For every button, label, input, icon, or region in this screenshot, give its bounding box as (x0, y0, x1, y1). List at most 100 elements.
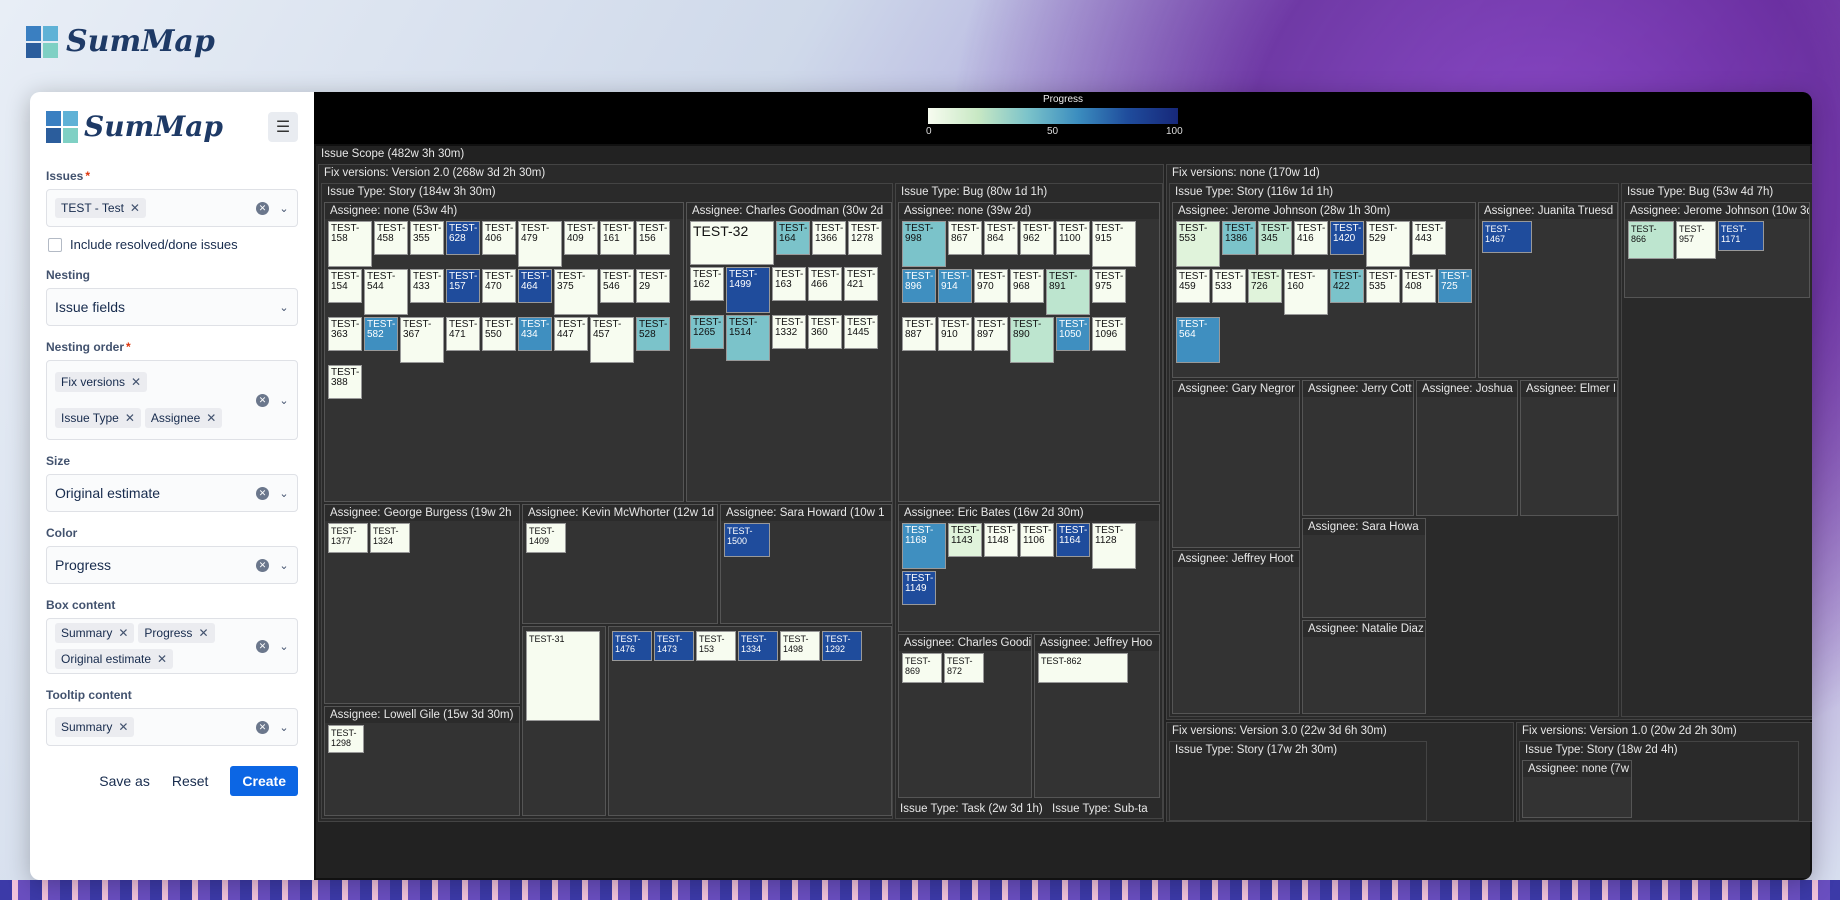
issue-box[interactable]: TEST-162 (690, 267, 724, 301)
issue-box[interactable]: TEST-544 (364, 269, 408, 315)
issue-box[interactable]: TEST-970 (974, 269, 1008, 303)
issue-box[interactable]: TEST-564 (1176, 317, 1220, 363)
issue-box[interactable]: TEST-628 (446, 221, 480, 255)
remove-chip-icon[interactable]: ✕ (157, 652, 168, 666)
issue-box[interactable]: TEST-375 (554, 269, 598, 315)
nesting-order-select[interactable]: Fix versions ✕ Issue Type ✕ Assignee ✕ ✕ ⌄ (46, 360, 298, 440)
assignee-jeffrey[interactable]: Assignee: Jeffrey Hoot (1172, 550, 1300, 714)
issue-box[interactable]: TEST-1500 (724, 523, 770, 557)
assignee-misc[interactable]: TEST-1476 TEST-1473 TEST-153 TEST-1334 T… (608, 626, 892, 816)
remove-chip-icon[interactable]: ✕ (131, 375, 142, 389)
issue-box[interactable]: TEST-1096 (1092, 317, 1126, 351)
nesting-select[interactable]: Issue fields ⌄ (46, 288, 298, 326)
issue-box[interactable]: TEST-1366 (812, 221, 846, 255)
assignee-sara[interactable]: Assignee: Sara Howard (10w 1 TEST-1500 (720, 504, 892, 624)
assignee-lowell[interactable]: Assignee: Lowell Gile (15w 3d 30m) TEST-… (324, 706, 520, 816)
issue-box[interactable]: TEST-890 (1010, 317, 1054, 363)
issue-box[interactable]: TEST-29 (636, 269, 670, 303)
issue-box[interactable]: TEST-156 (636, 221, 670, 255)
issue-box[interactable]: TEST-897 (974, 317, 1008, 351)
include-resolved-checkbox[interactable] (48, 237, 62, 252)
issue-box[interactable]: TEST-408 (1402, 269, 1436, 303)
remove-chip-icon[interactable]: ✕ (198, 626, 209, 640)
box-content-select[interactable]: Summary ✕ Progress ✕ Original estimate ✕ ✕ … (46, 618, 298, 674)
issue-box[interactable]: TEST-443 (1412, 221, 1446, 255)
issue-box[interactable]: TEST-458 (374, 221, 408, 255)
issue-box[interactable]: TEST-1386 (1222, 221, 1256, 255)
issue-box[interactable]: TEST-1377 (328, 523, 368, 553)
issue-box[interactable]: TEST-1100 (1056, 221, 1090, 255)
issue-box[interactable]: TEST-968 (1010, 269, 1044, 303)
issues-select[interactable]: TEST - Test ✕ ✕ ⌄ (46, 189, 298, 227)
issue-box[interactable]: TEST-1332 (772, 315, 806, 349)
issue-box[interactable]: TEST-962 (1020, 221, 1054, 255)
issue-box[interactable]: TEST-915 (1092, 221, 1136, 267)
issue-box[interactable]: TEST-470 (482, 269, 516, 303)
issue-box[interactable]: TEST-891 (1046, 269, 1090, 315)
issue-box[interactable]: TEST-1409 (526, 523, 566, 553)
remove-chip-icon[interactable]: ✕ (124, 411, 135, 425)
issue-box[interactable]: TEST-1292 (822, 631, 862, 661)
issue-box[interactable]: TEST-726 (1248, 269, 1282, 303)
story-none[interactable]: Issue Type: Story (116w 1d 1h) Assignee:… (1169, 183, 1619, 717)
issue-box[interactable]: TEST-433 (410, 269, 444, 303)
issue-box[interactable]: TEST-910 (938, 317, 972, 351)
issue-box[interactable]: TEST-957 (1676, 221, 1716, 259)
assignee-george[interactable]: Assignee: George Burgess (19w 2h TEST-13… (324, 504, 520, 704)
chevron-down-icon[interactable]: ⌄ (279, 487, 289, 500)
issue-box[interactable]: TEST-550 (482, 317, 516, 351)
assignee-charles[interactable]: Assignee: Charles Goodman (30w 2d TEST-3… (686, 202, 892, 502)
story-v3[interactable]: Issue Type: Story (17w 2h 30m) (1169, 741, 1427, 821)
assignee-leo[interactable]: TEST-31 (522, 626, 606, 816)
issue-box[interactable]: TEST-1148 (984, 523, 1018, 557)
issue-box[interactable]: TEST-1334 (738, 631, 778, 661)
issue-box[interactable]: TEST-363 (328, 317, 362, 351)
fix-version-3[interactable]: Fix versions: Version 3.0 (22w 3d 6h 30m… (1166, 722, 1514, 822)
assignee-jerome-bug[interactable]: Assignee: Jerome Johnson (10w 3d TEST-86… (1624, 202, 1810, 298)
issue-scope[interactable]: Issue Scope (482w 3h 30m) Fix versions: … (316, 146, 1812, 878)
issue-box[interactable]: TEST-546 (600, 269, 634, 303)
chevron-down-icon[interactable]: ⌄ (279, 202, 289, 215)
chevron-down-icon[interactable]: ⌄ (279, 640, 289, 653)
remove-chip-icon[interactable]: ✕ (129, 201, 140, 215)
issue-box[interactable]: TEST-406 (482, 221, 516, 255)
reset-button[interactable]: Reset (171, 773, 209, 789)
issue-box[interactable]: TEST-154 (328, 269, 362, 303)
issue-box[interactable]: TEST-466 (808, 267, 842, 301)
assignee-jeffrey-bug[interactable]: Assignee: Jeffrey Hoo TEST-862 (1034, 634, 1160, 798)
issue-box[interactable]: TEST-457 (590, 317, 634, 363)
story-v1[interactable]: Issue Type: Story (18w 2d 4h) Assignee: … (1519, 741, 1799, 821)
issue-box[interactable]: TEST-1265 (690, 315, 724, 349)
issue-box[interactable]: TEST-867 (948, 221, 982, 255)
assignee-sara-none[interactable]: Assignee: Sara Howa (1302, 518, 1426, 618)
assignee-natalie[interactable]: Assignee: Natalie Diaz (1302, 620, 1426, 714)
assignee-jerome[interactable]: Assignee: Jerome Johnson (28w 1h 30m) TE… (1172, 202, 1476, 378)
issue-box[interactable]: TEST-161 (600, 221, 634, 255)
assignee-gary[interactable]: Assignee: Gary Negror (1172, 380, 1300, 548)
bug-v2[interactable]: Issue Type: Bug (80w 1d 1h) Assignee: no… (895, 183, 1163, 819)
clear-icon[interactable]: ✕ (256, 558, 269, 572)
remove-chip-icon[interactable]: ✕ (206, 411, 217, 425)
fix-version-1[interactable]: Fix versions: Version 1.0 (20w 2d 2h 30m… (1516, 722, 1812, 822)
issue-box[interactable]: TEST-31 (526, 631, 600, 721)
chevron-down-icon[interactable]: ⌄ (279, 559, 289, 572)
issue-box[interactable]: TEST-163 (772, 267, 806, 301)
issue-box[interactable]: TEST-864 (984, 221, 1018, 255)
issue-box[interactable]: TEST-872 (944, 653, 984, 683)
issue-box[interactable]: TEST-1143 (948, 523, 982, 557)
color-select[interactable]: Progress ✕ ⌄ (46, 546, 298, 584)
issue-box[interactable]: TEST-869 (902, 653, 942, 683)
issue-box[interactable]: TEST-164 (776, 221, 810, 255)
clear-icon[interactable]: ✕ (256, 720, 269, 734)
issue-box[interactable]: TEST-345 (1258, 221, 1292, 255)
issue-box[interactable]: TEST-1164 (1056, 523, 1090, 557)
issue-box[interactable]: TEST-862 (1038, 653, 1128, 683)
hamburger-menu-icon[interactable]: ☰ (268, 111, 298, 142)
issue-box[interactable]: TEST-582 (364, 317, 398, 351)
assignee-eric[interactable]: Assignee: Eric Bates (16w 2d 30m) TEST-1… (898, 504, 1160, 632)
issue-box[interactable]: TEST-409 (564, 221, 598, 255)
issue-box[interactable]: TEST-725 (1438, 269, 1472, 303)
clear-icon[interactable]: ✕ (256, 639, 269, 653)
issue-box[interactable]: TEST-1128 (1092, 523, 1136, 569)
issue-box[interactable]: TEST-1106 (1020, 523, 1054, 557)
